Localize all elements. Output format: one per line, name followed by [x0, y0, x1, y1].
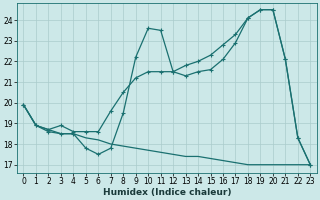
X-axis label: Humidex (Indice chaleur): Humidex (Indice chaleur) — [103, 188, 231, 197]
